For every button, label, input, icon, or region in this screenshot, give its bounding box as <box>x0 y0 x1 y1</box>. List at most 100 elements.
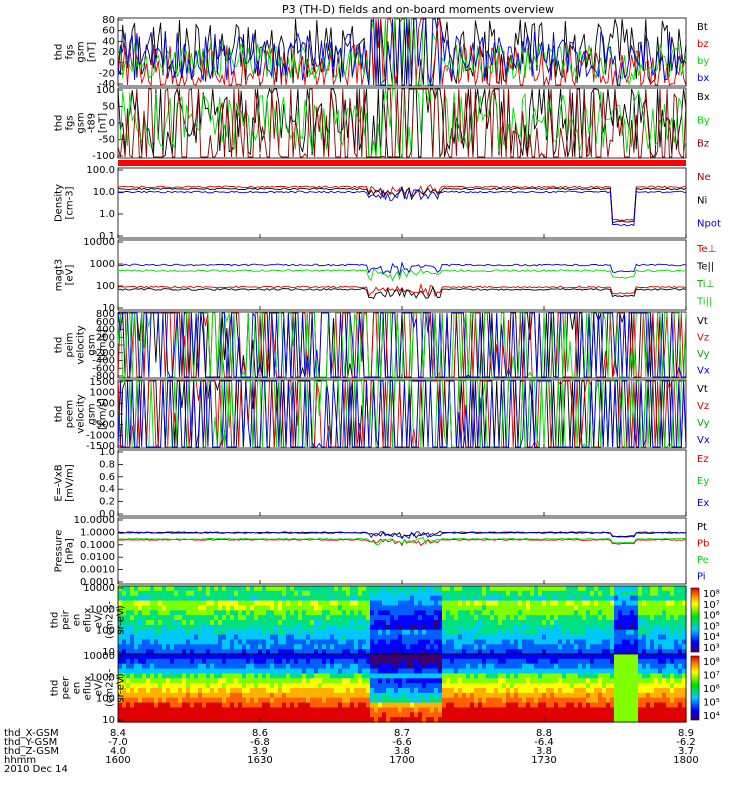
heatmap-cell <box>194 673 199 679</box>
heatmap-cell <box>294 639 299 645</box>
heatmap-cell <box>162 688 167 694</box>
heatmap-cell <box>154 717 159 723</box>
heatmap-cell <box>670 595 675 602</box>
heatmap-cell <box>442 639 447 645</box>
heatmap-cell <box>306 658 311 665</box>
heatmap-cell <box>194 644 199 650</box>
heatmap-cell <box>558 615 563 621</box>
heatmap-cell <box>446 639 451 645</box>
heatmap-cell <box>610 590 615 597</box>
heatmap-cell <box>422 624 427 631</box>
heatmap-cell <box>278 595 283 602</box>
heatmap-cell <box>382 595 387 602</box>
heatmap-cell <box>458 649 463 655</box>
heatmap-cell <box>374 624 379 631</box>
heatmap-cell <box>418 600 423 607</box>
heatmap-cell <box>642 658 647 665</box>
heatmap-cell <box>206 634 211 641</box>
heatmap-cell <box>666 663 671 670</box>
heatmap-cell <box>202 654 207 660</box>
heatmap-cell <box>682 688 687 694</box>
heatmap-cell <box>354 649 359 655</box>
heatmap-cell <box>442 717 447 723</box>
heatmap-cell <box>442 712 447 718</box>
heatmap-cell <box>150 586 155 592</box>
heatmap-cell <box>586 702 591 709</box>
heatmap-cell <box>574 610 579 616</box>
heatmap-cell <box>382 697 387 704</box>
heatmap-cell <box>210 605 215 611</box>
heatmap-cell <box>326 717 331 723</box>
heatmap-cell <box>422 644 427 650</box>
heatmap-cell <box>262 590 267 597</box>
heatmap-cell <box>486 663 491 670</box>
heatmap-cell <box>422 712 427 718</box>
heatmap-cell <box>626 600 631 607</box>
heatmap-cell <box>230 610 235 616</box>
heatmap-cell <box>126 639 131 645</box>
heatmap-cell <box>618 712 623 718</box>
heatmap-cell <box>626 610 631 616</box>
heatmap-cell <box>134 658 139 665</box>
heatmap-cell <box>510 639 515 645</box>
heatmap-cell <box>154 692 159 699</box>
heatmap-cell <box>554 673 559 679</box>
heatmap-cell <box>634 610 639 616</box>
heatmap-cell <box>586 712 591 718</box>
heatmap-cell <box>586 697 591 704</box>
panel-frame <box>117 167 687 239</box>
heatmap-cell <box>134 688 139 694</box>
heatmap-cell <box>366 688 371 694</box>
heatmap-cell <box>406 629 411 636</box>
heatmap-cell <box>478 678 483 684</box>
heatmap-cell <box>146 688 151 694</box>
y-tick-label: 10 <box>102 647 115 658</box>
heatmap-cell <box>514 658 519 665</box>
heatmap-cell <box>242 697 247 704</box>
footer-value: 8.4 <box>110 728 126 739</box>
heatmap-cell <box>638 600 643 607</box>
heatmap-cell <box>622 668 627 675</box>
heatmap-cell <box>430 634 435 641</box>
heatmap-cell <box>370 586 375 592</box>
heatmap-cell <box>434 610 439 616</box>
heatmap-cell <box>170 595 175 602</box>
heatmap-cell <box>482 629 487 636</box>
heatmap-cell <box>606 649 611 655</box>
heatmap-cell <box>226 673 231 679</box>
heatmap-cell <box>534 668 539 675</box>
heatmap-cell <box>358 629 363 636</box>
heatmap-cell <box>182 634 187 641</box>
heatmap-cell <box>286 600 291 607</box>
heatmap-cell <box>198 605 203 611</box>
panel-peem: 150010005000-500-1000-1500thdpeemvelocit… <box>54 377 710 452</box>
heatmap-cell <box>614 629 619 636</box>
heatmap-cell <box>486 658 491 665</box>
heatmap-cell <box>194 586 199 592</box>
heatmap-cell <box>614 590 619 597</box>
heatmap-cell <box>426 678 431 684</box>
heatmap-cell <box>334 649 339 655</box>
heatmap-cell <box>150 639 155 645</box>
heatmap-cell <box>254 595 259 602</box>
heatmap-cell <box>614 586 619 592</box>
heatmap-cell <box>602 678 607 684</box>
heatmap-cell <box>262 605 267 611</box>
heatmap-cell <box>330 644 335 650</box>
heatmap-cell <box>230 663 235 670</box>
heatmap-cell <box>218 702 223 709</box>
heatmap-cell <box>362 605 367 611</box>
heatmap-cell <box>626 624 631 631</box>
heatmap-cell <box>506 688 511 694</box>
heatmap-cell <box>450 658 455 665</box>
heatmap-cell <box>454 654 459 660</box>
y-tick-label: -100 <box>92 151 115 162</box>
heatmap-cell <box>682 595 687 602</box>
heatmap-cell <box>182 707 187 713</box>
heatmap-cell <box>422 658 427 665</box>
heatmap-cell <box>474 644 479 650</box>
heatmap-cell <box>370 620 375 626</box>
heatmap-cell <box>202 610 207 616</box>
heatmap-cell <box>186 673 191 679</box>
heatmap-cell <box>154 620 159 626</box>
